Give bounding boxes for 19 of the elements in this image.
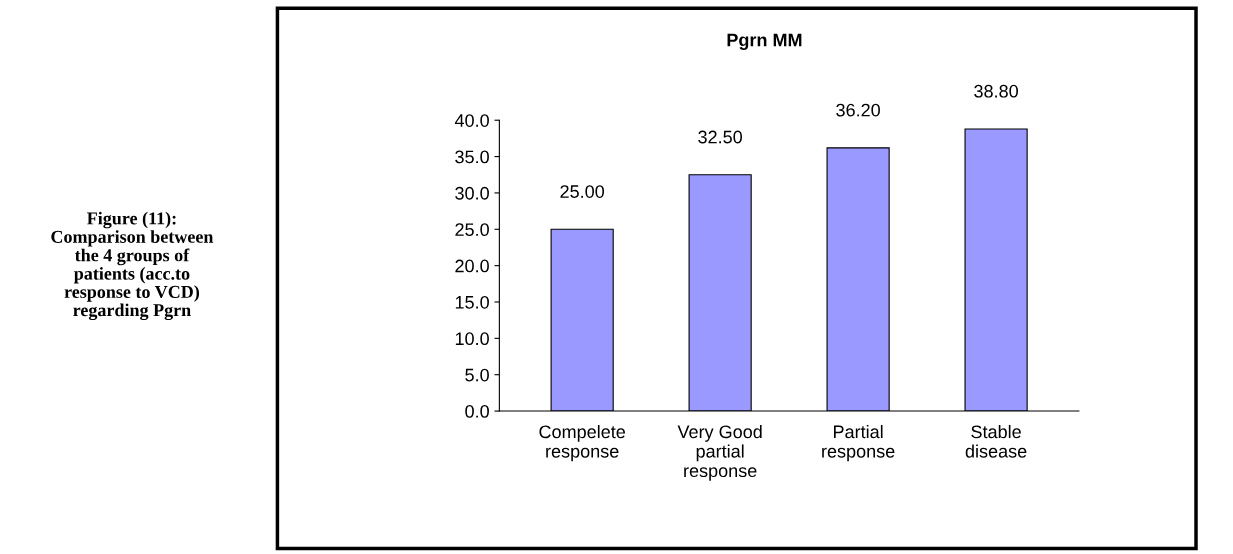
y-tick-label: 25.0 [455, 223, 489, 237]
y-tick-label: 0.0 [465, 405, 489, 418]
text: Figure (11): Comparison between the 4 groups of patients (acc.to response to VCD) regarding Pgrn [51, 211, 214, 321]
x-tick-label: Partial response [822, 424, 895, 462]
data-label: 32.50 [698, 130, 743, 144]
x-tick-label: Compelete response [539, 424, 626, 462]
data-label: 25.00 [560, 185, 605, 198]
chart-title: Pgrn MM [727, 33, 802, 50]
y-tick-label: 5.0 [465, 368, 489, 382]
data-label: 36.20 [836, 103, 880, 117]
y-tick-label: 35.0 [455, 150, 489, 164]
x-tick-label: Very Good partial response [677, 424, 762, 481]
data-label: 38.80 [974, 84, 1018, 98]
y-tick-label: 15.0 [455, 295, 489, 309]
x-tick-label: Stable disease [965, 424, 1027, 458]
y-tick-label: 10.0 [455, 332, 489, 346]
y-tick-label: 20.0 [455, 259, 489, 273]
y-tick-label: 40.0 [454, 114, 489, 127]
y-tick-label: 30.0 [455, 186, 489, 200]
